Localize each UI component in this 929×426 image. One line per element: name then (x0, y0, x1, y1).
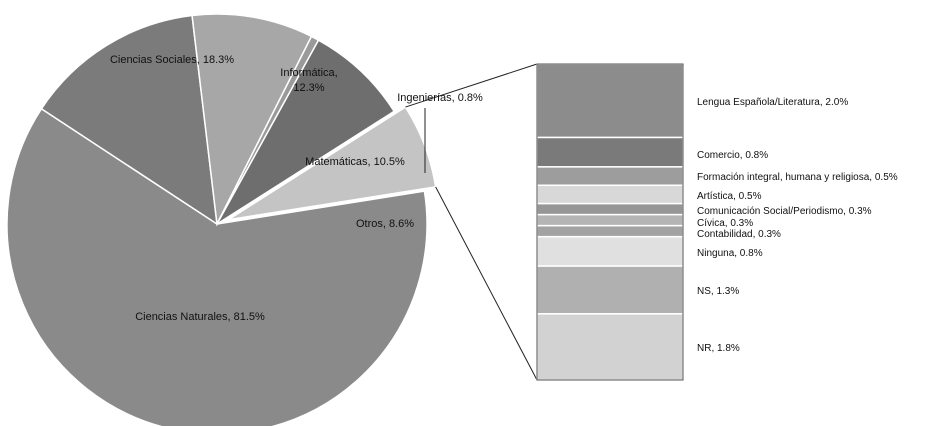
bar-segment-contabilidad (536, 224, 684, 238)
bar-segment-artistica (536, 184, 684, 205)
bar-segment-lengua-espanola-literatura (536, 63, 684, 139)
bar-label-lengua-espanola-literatura: Lengua Española/Literatura, 2.0% (697, 97, 848, 108)
bar-label-ns: NS, 1.3% (697, 286, 739, 297)
bar-outline (536, 63, 684, 381)
bar-label-comercio: Comercio, 0.8% (697, 150, 768, 161)
bar-segment-comunicacion-social-periodismo (536, 202, 684, 216)
bar-segment-formacion-integral (536, 166, 684, 187)
bar-label-nr: NR, 1.8% (697, 343, 740, 354)
pie-label-ciencias-naturales: Ciencias Naturales, 81.5% (135, 311, 265, 323)
connector-line-top (405, 63, 538, 108)
connector-lines (405, 63, 538, 381)
labels: Ciencias Naturales, 81.5% Ciencias Social… (110, 54, 898, 354)
bar-segment-civica (536, 213, 684, 227)
pie-label-informatica: Informática, 12.3% (280, 67, 337, 94)
pie-label-matematicas: Matemáticas, 10.5% (305, 156, 405, 168)
bar-label-civica: Cívica, 0.3% (697, 218, 753, 229)
pie-label-ingenierias: Ingenierías, 0.8% (397, 92, 483, 104)
bar-label-comunicacion-social-periodismo: Comunicación Social/Periodismo, 0.3% (697, 206, 872, 217)
bar-label-contabilidad: Contabilidad, 0.3% (697, 229, 781, 240)
bar-segment-comercio (536, 136, 684, 168)
pie-slice-informatica (191, 13, 313, 227)
bar-segment-ns (536, 265, 684, 315)
pie-slice-ciencias-sociales (40, 14, 218, 226)
bar-label-artistica: Artística, 0.5% (697, 191, 762, 202)
stacked-bar (536, 63, 684, 381)
pie-label-ciencias-sociales: Ciencias Sociales, 18.3% (110, 54, 234, 66)
bar-label-formacion-integral: Formación integral, humana y religiosa, … (697, 172, 898, 183)
bar-segment-ninguna (536, 235, 684, 267)
connector-line-bottom (435, 186, 538, 381)
pie-label-otros: Otros, 8.6% (356, 218, 414, 230)
bar-segment-nr (536, 313, 684, 381)
pie-slice-ciencias-naturales (6, 107, 428, 426)
bar-label-ninguna: Ninguna, 0.8% (697, 248, 763, 259)
pie-slice-matematicas (216, 39, 396, 225)
